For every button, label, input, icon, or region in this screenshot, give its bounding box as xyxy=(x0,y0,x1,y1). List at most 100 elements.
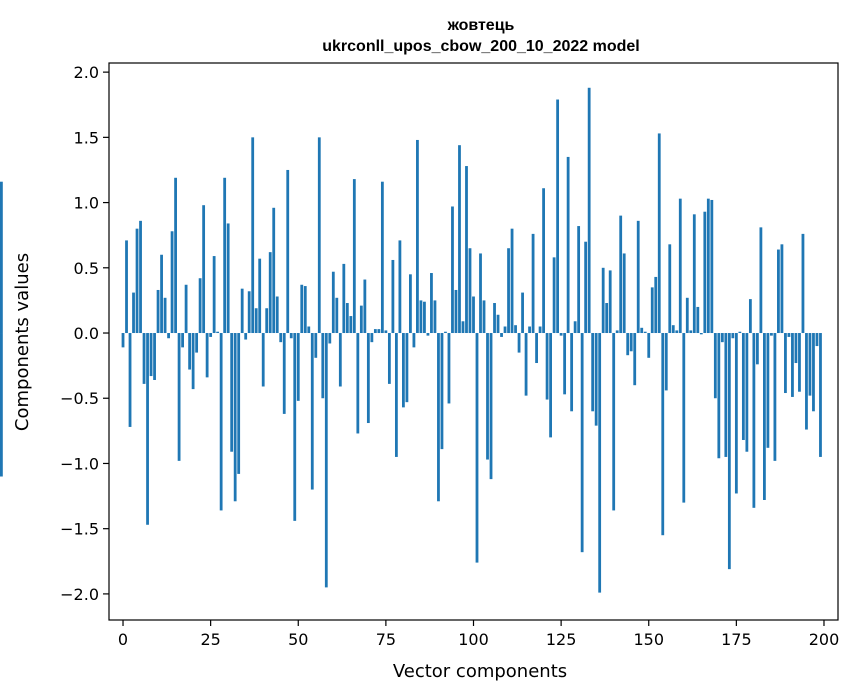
bar-172 xyxy=(724,333,728,457)
bar-58 xyxy=(324,333,328,588)
bar-87 xyxy=(426,333,430,336)
bar-183 xyxy=(763,333,766,500)
bar-147 xyxy=(636,220,640,334)
bar-26 xyxy=(212,256,216,334)
bar-197 xyxy=(812,333,815,412)
bar-165 xyxy=(699,333,703,335)
bar-138 xyxy=(605,303,609,334)
bar-181 xyxy=(755,333,759,365)
x-tick-label-100: 100 xyxy=(458,630,489,649)
bar-37 xyxy=(251,137,255,334)
bar-67 xyxy=(356,333,360,434)
bar-20 xyxy=(191,333,195,390)
bar-7 xyxy=(146,333,149,525)
bar-76 xyxy=(387,333,391,384)
bar-57 xyxy=(321,333,325,399)
bar-11 xyxy=(160,254,163,334)
bar-148 xyxy=(640,327,644,334)
bar-73 xyxy=(377,329,381,334)
bar-18 xyxy=(184,284,188,334)
y-axis-label: Components values xyxy=(12,253,33,431)
bar-174 xyxy=(731,333,735,339)
bar-49 xyxy=(293,333,297,521)
bar-series xyxy=(0,87,822,593)
bar-86 xyxy=(423,301,426,334)
bar-134 xyxy=(591,333,595,412)
bar-180 xyxy=(752,333,756,508)
bar-undefined xyxy=(0,333,3,477)
x-tick-label-25: 25 xyxy=(200,630,220,649)
bar-98 xyxy=(465,166,468,334)
bar-89 xyxy=(433,300,437,334)
bar-61 xyxy=(335,297,339,334)
bar-132 xyxy=(584,241,588,334)
bar-71 xyxy=(370,333,374,343)
bar-22 xyxy=(198,278,202,334)
bar-111 xyxy=(510,228,514,334)
bar-141 xyxy=(615,330,619,334)
bar-47 xyxy=(286,169,290,334)
bar-99 xyxy=(468,248,472,334)
bar-125 xyxy=(559,333,563,336)
bar-19 xyxy=(188,333,192,370)
bar-85 xyxy=(419,300,423,334)
bar-149 xyxy=(643,331,647,334)
bar-171 xyxy=(720,333,724,343)
bar-93 xyxy=(447,333,451,404)
bar-166 xyxy=(703,211,707,334)
bar-62 xyxy=(338,333,342,387)
bar-159 xyxy=(678,198,682,334)
x-tick-label-200: 200 xyxy=(809,630,840,649)
bar-31 xyxy=(230,333,234,452)
bar-153 xyxy=(657,133,661,334)
bar-72 xyxy=(373,329,377,334)
bar-80 xyxy=(402,333,405,408)
bar-161 xyxy=(685,297,689,334)
x-tick-label-75: 75 xyxy=(376,630,396,649)
bar-106 xyxy=(493,303,496,334)
bar-146 xyxy=(633,333,637,386)
bar-127 xyxy=(566,156,570,334)
bar-8 xyxy=(149,333,153,377)
y-axis-ticks: −2.0 −1.5 −1.0 −0.5 0.0 0.5 1.0 1.5 2.0 xyxy=(60,63,109,604)
bar-176 xyxy=(738,331,742,334)
bar-156 xyxy=(668,244,672,334)
bar-190 xyxy=(787,333,791,337)
bar-17 xyxy=(181,333,184,348)
bar-50 xyxy=(296,333,300,401)
bar-129 xyxy=(573,321,577,334)
bar-35 xyxy=(244,333,248,340)
bar-145 xyxy=(629,333,633,352)
bar-40 xyxy=(261,333,265,387)
y-tick-label-1: 1.0 xyxy=(74,194,99,213)
bar-184 xyxy=(766,333,770,448)
bar-130 xyxy=(577,226,581,334)
bar-186 xyxy=(773,333,777,461)
bar-55 xyxy=(314,333,318,358)
bar-143 xyxy=(622,253,626,334)
bar-142 xyxy=(619,215,623,334)
bar-195 xyxy=(805,333,808,430)
bar-157 xyxy=(671,325,675,334)
x-tick-label-0: 0 xyxy=(118,630,128,649)
x-tick-label-175: 175 xyxy=(721,630,752,649)
bar-59 xyxy=(328,333,332,344)
bar-94 xyxy=(451,206,454,334)
x-tick-label-125: 125 xyxy=(546,630,577,649)
bar-82 xyxy=(409,274,412,334)
bar-119 xyxy=(538,326,542,334)
bar-154 xyxy=(661,333,665,536)
bar-118 xyxy=(535,333,538,364)
y-tick-label--0.5: −0.5 xyxy=(60,389,99,408)
bar-175 xyxy=(734,333,738,494)
bar-100 xyxy=(472,296,475,334)
bar-188 xyxy=(780,244,784,334)
bar-91 xyxy=(440,333,444,450)
bar-199 xyxy=(819,333,822,457)
bar-137 xyxy=(601,267,605,334)
bar-52 xyxy=(303,286,307,334)
bar-16 xyxy=(177,333,181,461)
bar-196 xyxy=(808,333,812,396)
bar-36 xyxy=(247,291,251,334)
bar-164 xyxy=(696,306,700,334)
